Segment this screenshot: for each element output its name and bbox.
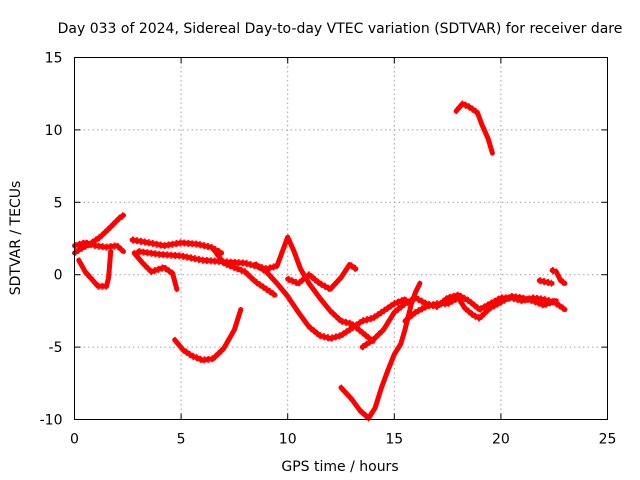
series-marker-edge (404, 298, 557, 325)
y-tick-label: 10 (45, 123, 63, 139)
series-marker-edge (404, 292, 557, 319)
series-trace (536, 278, 555, 286)
series-trace (453, 101, 495, 156)
series-marker-edge (287, 266, 357, 293)
series-marker-edge (174, 306, 242, 358)
x-tick-label: 20 (492, 432, 510, 448)
series-marker-edge (174, 312, 242, 364)
series-marker-edge (74, 211, 124, 251)
series-marker-edge (212, 245, 276, 293)
series-marker-edge (551, 266, 566, 281)
series-marker-edge (132, 236, 222, 251)
y-tick-label: -10 (40, 413, 63, 429)
data-series (72, 100, 568, 422)
y-tick-label: 15 (45, 51, 63, 67)
series-marker-edge (455, 100, 493, 151)
x-tick-label: 10 (279, 432, 297, 448)
series-marker-edge (138, 238, 374, 345)
series-marker-edge (455, 106, 493, 157)
y-tick-label: -5 (49, 340, 63, 356)
plot-frame (74, 57, 608, 420)
series-marker-edge (340, 286, 421, 422)
y-tick-label: 0 (54, 268, 63, 284)
y-tick-label: 5 (54, 195, 63, 211)
x-tick-label: 5 (177, 432, 186, 448)
series-marker-edge (133, 255, 178, 293)
series-trace (72, 240, 126, 254)
series-trace (253, 262, 408, 341)
series-marker-edge (133, 249, 178, 287)
series-marker-edge (74, 245, 124, 255)
series-marker-edge (287, 260, 357, 287)
series-marker-edge (74, 239, 124, 249)
axis-ticks: 0 5 10 15 20 25 -10 -5 0 5 10 15 (40, 51, 617, 448)
series-trace (285, 262, 359, 292)
series-marker-edge (78, 254, 112, 290)
series-marker-edge (551, 272, 566, 287)
series-trace (549, 267, 568, 286)
x-tick-label: 0 (70, 432, 79, 448)
x-axis-label: GPS time / hours (281, 459, 398, 475)
series-marker-edge (132, 242, 222, 257)
series-trace (402, 293, 559, 324)
x-tick-label: 25 (599, 432, 617, 448)
series-marker-edge (212, 251, 276, 299)
series-trace (129, 237, 225, 256)
series-trace (210, 246, 278, 298)
series-marker-edge (138, 232, 374, 339)
series-trace (72, 212, 126, 256)
series-trace (131, 250, 180, 292)
series-trace (136, 234, 376, 344)
y-axis-label: SDTVAR / TECUs (8, 181, 24, 296)
series-marker-edge (78, 248, 112, 284)
chart-title: Day 033 of 2024, Sidereal Day-to-day VTE… (58, 21, 623, 37)
series-trace (172, 307, 244, 363)
series-marker-edge (74, 217, 124, 257)
x-tick-label: 15 (385, 432, 403, 448)
